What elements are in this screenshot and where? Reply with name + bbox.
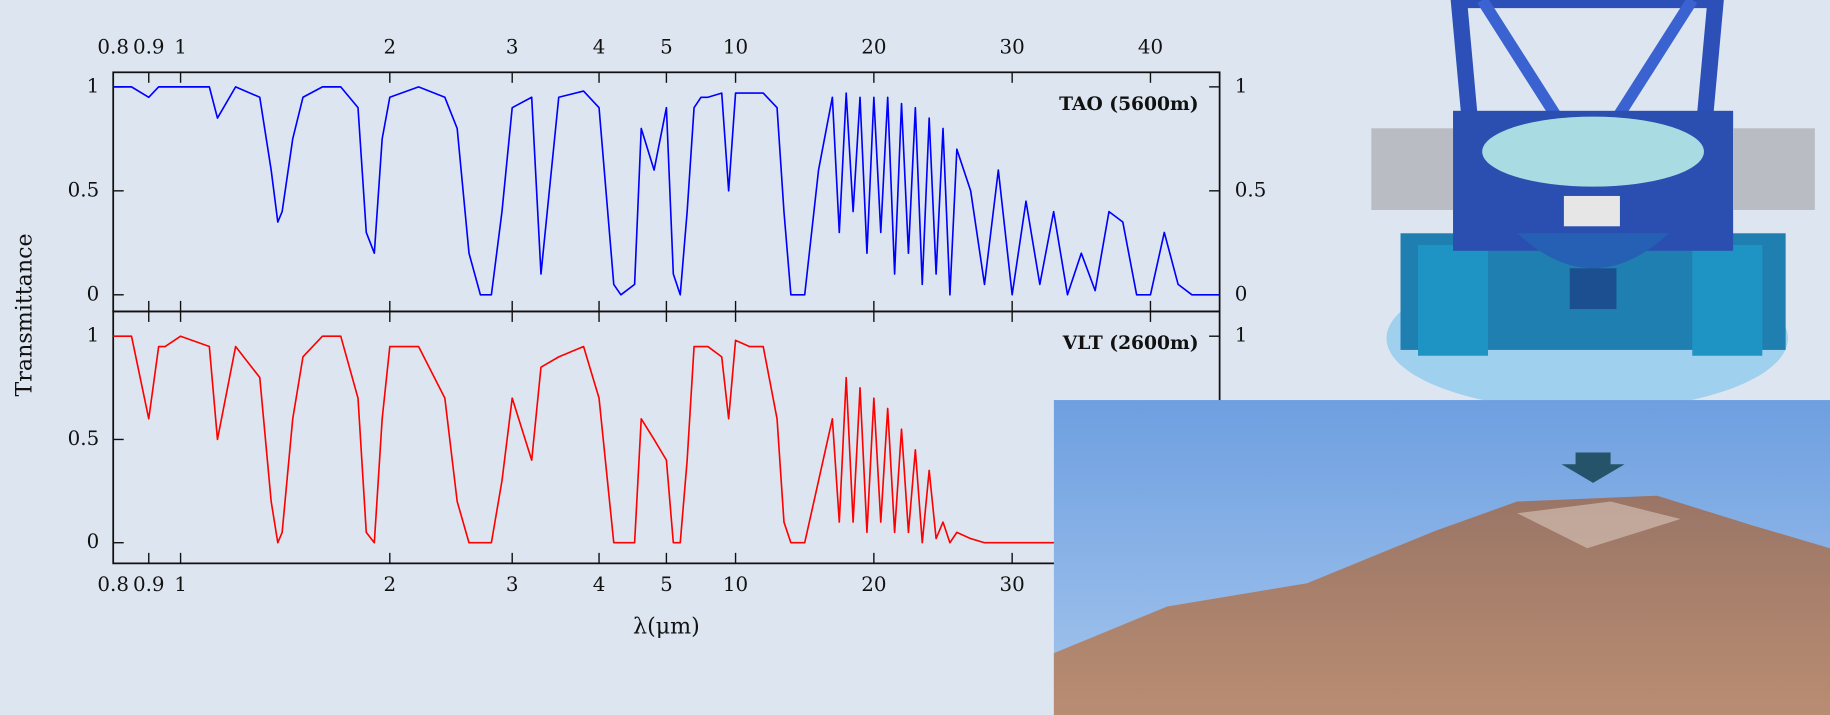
y-tick-label: 0 [87,282,100,305]
y-tick-label: 0.5 [68,427,100,450]
x-tick-label: 10 [723,573,748,596]
y-tick-label: 0.5 [68,178,100,201]
x-tick-label: 10 [723,35,748,58]
site-photo [1053,400,1830,715]
telescope-pier-left [1418,244,1489,356]
x-tick-label: 2 [383,35,396,58]
y-tick-label-right: 0.5 [1235,178,1267,201]
x-tick-label: 1 [174,573,187,596]
telescope-platform-left [1371,128,1454,210]
x-tick-label: 3 [506,573,519,596]
telescope-pier-right [1692,244,1763,356]
telescope-mirror [1482,116,1704,187]
photo-mountain [1053,495,1830,715]
x-tick-label: 40 [1138,35,1163,58]
telescope-struts [1477,0,1698,132]
telescope-cell [1517,233,1669,269]
y-tick-label: 0 [87,530,100,553]
x-tick-label: 4 [593,35,606,58]
x-tick-label: 4 [593,573,606,596]
y-tick-label-right: 1 [1235,324,1248,347]
photo-summit [1517,501,1681,549]
x-tick-label: 2 [383,573,396,596]
x-tick-label: 30 [1000,573,1025,596]
x-tick-label: 0.8 [97,35,129,58]
x-tick-label: 1 [174,35,187,58]
spectrum-line [113,335,1220,544]
legend-label: TAO (5600m) [1059,93,1198,115]
arrow [1561,452,1625,483]
spectrum-line [113,86,1220,296]
telescope-box [1563,195,1620,227]
x-tick-label: 0.8 [97,573,129,596]
telescope-illustration [1371,0,1815,411]
x-tick-label: 3 [506,35,519,58]
y-axis-label: Transmittance [12,233,38,396]
telescope-instrument [1569,268,1617,310]
x-tick-label: 20 [861,573,886,596]
legend-label: VLT (2600m) [1062,332,1199,354]
y-tick-label-right: 1 [1235,74,1248,97]
y-tick-label-right: 0 [1235,282,1248,305]
y-tick-label: 1 [87,324,100,347]
y-tick-label: 1 [87,74,100,97]
x-tick-label: 0.9 [133,35,165,58]
x-tick-label: 5 [660,35,673,58]
x-tick-label: 20 [861,35,886,58]
x-tick-label: 30 [1000,35,1025,58]
x-tick-label: 5 [660,573,673,596]
x-tick-label: 0.9 [133,573,165,596]
x-axis-label: λ(μm) [633,614,700,640]
telescope-platform-right [1733,128,1815,210]
spectra: 0.8 0.9 1 2 3 4 5 10 20 30 400 00.5 0.51 1Transmittan… [12,35,1267,639]
